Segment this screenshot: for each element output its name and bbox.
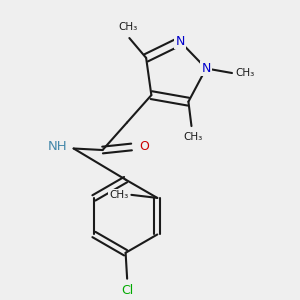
Text: CH₃: CH₃: [183, 132, 202, 142]
Text: CH₃: CH₃: [109, 190, 128, 200]
Text: CH₃: CH₃: [118, 22, 137, 32]
Text: N: N: [175, 35, 184, 48]
Text: CH₃: CH₃: [235, 68, 254, 78]
Text: N: N: [201, 62, 211, 75]
Text: Cl: Cl: [121, 284, 133, 297]
Text: O: O: [140, 140, 149, 154]
Text: NH: NH: [48, 140, 68, 153]
